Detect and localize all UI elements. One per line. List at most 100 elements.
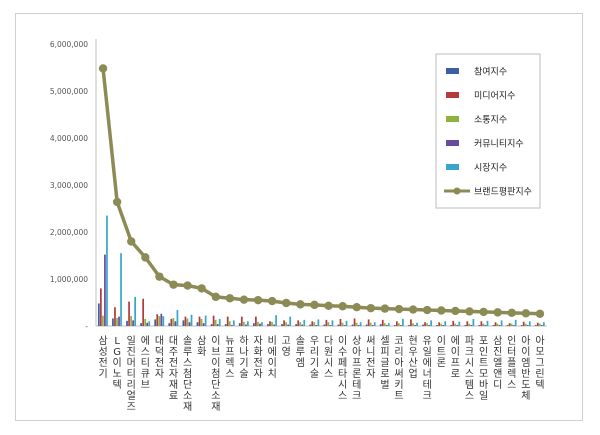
bar bbox=[520, 325, 523, 326]
bar bbox=[416, 322, 418, 326]
bar bbox=[325, 319, 328, 326]
y-tick-label: 6,000,000 bbox=[50, 40, 88, 49]
bar bbox=[182, 320, 185, 326]
bar bbox=[514, 319, 517, 326]
line-point bbox=[338, 302, 347, 311]
bar bbox=[301, 324, 304, 326]
bar bbox=[526, 325, 529, 326]
line-point bbox=[225, 294, 235, 303]
bar bbox=[283, 320, 285, 326]
legend-label: 브랜드평판지수 bbox=[474, 187, 532, 198]
bar bbox=[281, 324, 283, 326]
bar bbox=[387, 323, 390, 326]
line-point bbox=[465, 307, 474, 316]
bar bbox=[393, 325, 396, 326]
bar bbox=[299, 322, 302, 326]
bar bbox=[226, 316, 229, 326]
bar bbox=[337, 324, 340, 326]
bar bbox=[500, 320, 503, 326]
bar bbox=[212, 315, 215, 326]
bar bbox=[359, 322, 362, 326]
bar bbox=[329, 325, 332, 326]
bar bbox=[267, 324, 269, 326]
bar bbox=[118, 316, 120, 326]
bar bbox=[188, 322, 191, 326]
bar bbox=[190, 314, 193, 326]
bar bbox=[327, 322, 330, 326]
bar bbox=[275, 315, 277, 326]
bar bbox=[200, 318, 203, 326]
bar bbox=[224, 324, 227, 326]
y-axis-ticks: - 1,000,000 2,000,000 3,000,000 4,000,000 5,0… bbox=[50, 40, 88, 331]
legend-label: 커뮤니티지수 bbox=[474, 139, 524, 150]
bar bbox=[317, 319, 320, 326]
bar bbox=[160, 313, 163, 326]
legend-label: 참여지수 bbox=[474, 66, 507, 78]
bar bbox=[385, 325, 388, 326]
bar bbox=[218, 318, 221, 326]
bar bbox=[355, 322, 358, 326]
bar bbox=[285, 322, 287, 326]
bar bbox=[271, 321, 273, 326]
bar bbox=[468, 323, 471, 326]
bar bbox=[492, 325, 495, 326]
line-point bbox=[282, 298, 291, 308]
bar bbox=[238, 323, 241, 326]
bar bbox=[508, 323, 511, 326]
bar-marks bbox=[97, 215, 545, 326]
bar bbox=[414, 325, 416, 326]
bar bbox=[269, 321, 271, 326]
bar bbox=[480, 321, 483, 326]
line-point bbox=[310, 300, 319, 310]
bar bbox=[458, 321, 461, 326]
line-point bbox=[366, 303, 376, 313]
legend-label: 소통지수 bbox=[474, 115, 507, 126]
bar bbox=[216, 324, 219, 326]
line-point bbox=[479, 307, 488, 317]
bar bbox=[444, 321, 447, 326]
bar bbox=[247, 321, 249, 326]
bar bbox=[454, 323, 457, 326]
bar bbox=[120, 253, 122, 326]
bar bbox=[430, 320, 432, 326]
bar bbox=[478, 325, 481, 326]
line-point bbox=[267, 296, 277, 306]
y-tick-label: 2,000,000 bbox=[50, 228, 88, 237]
bar bbox=[132, 320, 134, 326]
legend-swatch bbox=[446, 140, 459, 146]
bar bbox=[116, 318, 118, 326]
bar bbox=[540, 325, 543, 326]
bar bbox=[470, 325, 473, 326]
legend-box bbox=[435, 53, 541, 209]
bar bbox=[172, 318, 175, 326]
y-tick-label: 1,000,000 bbox=[50, 275, 88, 284]
bar bbox=[100, 288, 102, 326]
chart-frame: - 1,000,000 2,000,000 3,000,000 4,000,000 5,0… bbox=[15, 13, 583, 421]
bar bbox=[410, 319, 412, 326]
bar bbox=[142, 298, 145, 326]
bar bbox=[228, 321, 231, 326]
bar bbox=[232, 320, 235, 326]
bar bbox=[438, 322, 440, 326]
bar bbox=[538, 323, 541, 326]
bar bbox=[412, 323, 414, 326]
bar bbox=[524, 323, 527, 326]
line-point bbox=[437, 306, 446, 315]
